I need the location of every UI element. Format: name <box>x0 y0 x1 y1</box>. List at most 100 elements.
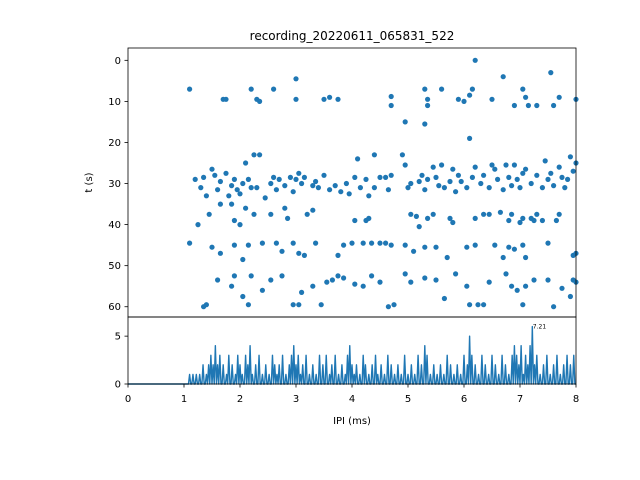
scatter-point <box>318 302 324 308</box>
scatter-point <box>229 183 235 189</box>
scatter-point <box>215 277 221 283</box>
scatter-point <box>299 289 305 295</box>
scatter-point <box>542 158 548 164</box>
scatter-point <box>450 166 456 172</box>
scatter-point <box>467 92 473 98</box>
scatter-point <box>245 302 251 308</box>
scatter-point <box>503 271 509 277</box>
scatter-point <box>231 273 237 279</box>
scatter-point <box>209 244 215 250</box>
scatter-point <box>371 152 377 158</box>
scatter-point <box>335 273 341 279</box>
scatter-point <box>254 185 260 191</box>
histogram-x-tick-label: 5 <box>405 394 411 405</box>
scatter-point <box>500 254 506 261</box>
scatter-point <box>464 244 470 250</box>
scatter-point <box>282 205 288 211</box>
scatter-point <box>478 180 484 187</box>
scatter-point <box>444 254 450 261</box>
scatter-point <box>402 162 408 168</box>
scatter-point <box>198 185 204 191</box>
scatter-point <box>355 156 361 162</box>
raster-y-label: t (s) <box>84 172 95 192</box>
scatter-point <box>509 183 515 189</box>
raster-y-ticks: 0 10 20 30 40 50 60 <box>108 56 128 313</box>
scatter-point <box>419 172 425 178</box>
scatter-point <box>503 162 509 168</box>
scatter-point <box>447 178 453 185</box>
scatter-point <box>430 211 436 217</box>
scatter-point <box>341 275 347 281</box>
scatter-point <box>489 96 495 102</box>
scatter-point <box>405 185 411 191</box>
scatter-point <box>422 86 428 92</box>
scatter-point <box>273 187 279 193</box>
scatter-point <box>453 271 459 277</box>
scatter-point <box>352 217 358 224</box>
scatter-point <box>517 219 523 226</box>
scatter-point <box>377 240 383 246</box>
scatter-point <box>388 102 394 109</box>
scatter-point <box>472 215 478 221</box>
scatter-point <box>290 302 296 308</box>
histogram-x-tick-label: 6 <box>461 394 467 405</box>
scatter-point <box>262 195 268 201</box>
histogram-x-tick-label: 1 <box>181 394 187 405</box>
scatter-point <box>327 94 333 100</box>
scatter-point <box>248 185 254 191</box>
scatter-point <box>248 86 254 92</box>
scatter-point <box>383 174 389 180</box>
scatter-point <box>360 240 366 246</box>
scatter-point <box>481 211 487 217</box>
scatter-point <box>559 174 565 180</box>
scatter-point <box>229 201 235 207</box>
scatter-point <box>509 283 515 289</box>
scatter-point <box>195 222 201 228</box>
scatter-point <box>492 166 498 172</box>
scatter-point <box>366 215 372 221</box>
histogram-x-tick-label: 4 <box>349 394 355 405</box>
scatter-point <box>293 76 299 82</box>
scatter-point <box>335 96 341 102</box>
scatter-point <box>511 246 517 252</box>
scatter-point <box>383 240 389 246</box>
scatter-point <box>523 94 529 100</box>
scatter-point <box>402 242 408 248</box>
scatter-point <box>481 302 487 308</box>
scatter-point <box>556 164 562 170</box>
scatter-point <box>299 180 305 187</box>
scatter-point <box>223 170 229 176</box>
scatter-point <box>237 222 243 228</box>
scatter-point <box>346 191 352 197</box>
scatter-point <box>548 70 554 76</box>
scatter-point <box>492 242 498 248</box>
scatter-point <box>486 185 492 191</box>
scatter-point <box>360 283 366 289</box>
scatter-point <box>402 119 408 125</box>
scatter-point <box>357 185 363 191</box>
scatter-point <box>523 254 529 261</box>
scatter-point <box>439 86 445 92</box>
scatter-point <box>497 209 503 215</box>
raster-y-tick-label: 50 <box>108 261 121 272</box>
scatter-point <box>511 162 517 168</box>
scatter-point <box>243 205 249 211</box>
scatter-point <box>506 174 512 180</box>
scatter-point <box>217 201 223 207</box>
scatter-point <box>534 211 540 217</box>
scatter-point <box>422 121 428 127</box>
scatter-point <box>567 154 574 160</box>
scatter-point <box>551 183 557 189</box>
scatter-point <box>464 185 470 191</box>
scatter-point <box>293 96 299 102</box>
scatter-point <box>436 183 442 189</box>
scatter-point <box>447 215 453 221</box>
scatter-point <box>343 180 349 187</box>
scatter-point <box>285 215 291 221</box>
scatter-point <box>313 240 319 246</box>
scatter-point <box>489 162 495 168</box>
scatter-point <box>455 172 461 178</box>
scatter-point <box>486 279 492 285</box>
scatter-point <box>565 176 571 182</box>
scatter-point <box>506 244 512 250</box>
